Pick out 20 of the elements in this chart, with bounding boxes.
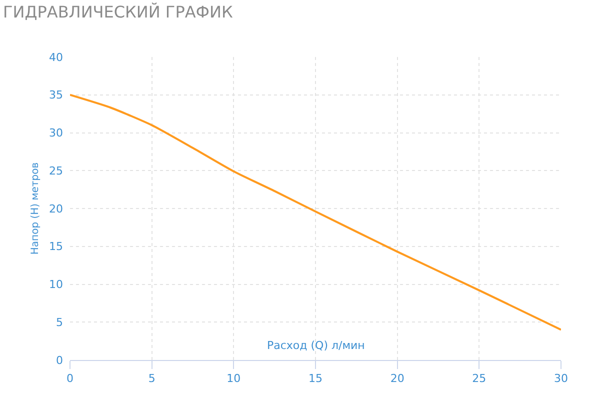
x-axis-title: Расход (Q) л/мин [267,339,365,352]
x-tick-label: 0 [66,372,74,386]
y-tick-label: 15 [49,240,63,254]
y-tick-label: 5 [56,316,63,329]
y-tick-label: 35 [49,88,63,102]
x-tick-label: 20 [390,372,404,386]
y-tick-label: 30 [49,126,63,140]
y-tick-label: 10 [49,278,63,292]
y-tick-label: 20 [49,202,63,216]
chart-title: ГИДРАВЛИЧЕСКИЙ ГРАФИК [3,2,234,22]
y-tick-label: 0 [56,354,63,367]
y-tick-label: 25 [49,164,63,178]
line-series [70,94,561,331]
x-tick-label: 15 [308,372,322,386]
x-tick-label: 10 [226,372,241,386]
x-tick-label: 25 [472,372,486,386]
x-tick-label: 5 [148,372,156,386]
y-tick-label: 40 [49,50,63,64]
y-axis-title: Напор (Н) метров [30,162,41,255]
x-tick-label: 30 [554,372,568,386]
